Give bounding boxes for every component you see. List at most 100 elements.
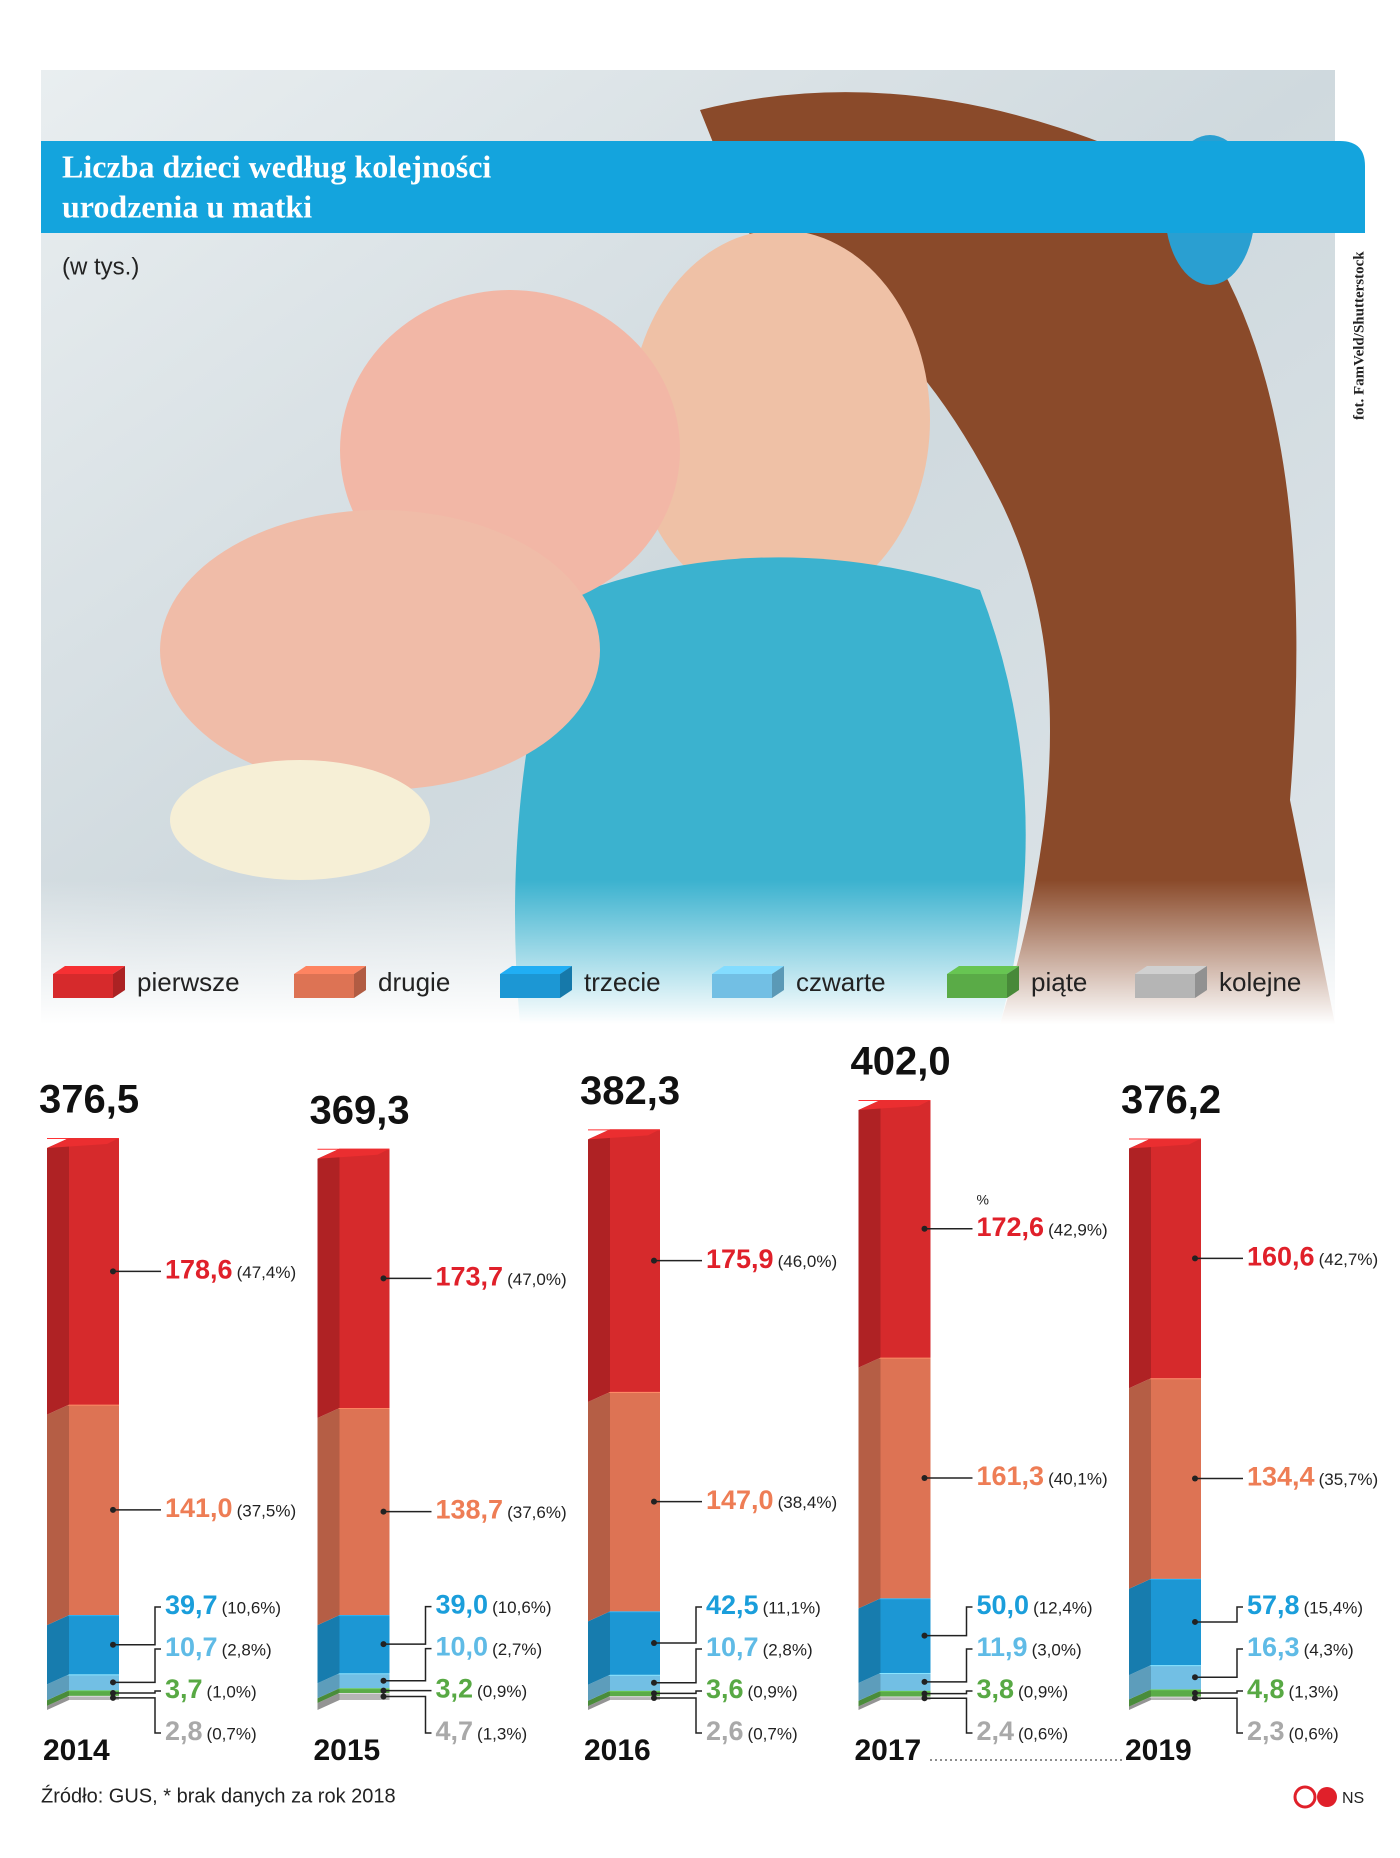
share-label: (0,7%) <box>748 1724 798 1743</box>
bar-side <box>858 1672 881 1701</box>
value-label: 178,6 <box>165 1254 233 1284</box>
total-label: 382,3 <box>580 1069 680 1113</box>
bar-side <box>47 1404 69 1626</box>
leader-line <box>924 1690 973 1695</box>
annotation: % <box>977 1192 989 1208</box>
share-label: (47,4%) <box>237 1263 297 1282</box>
legend-swatch <box>1135 974 1195 998</box>
leader-line <box>1195 1606 1243 1623</box>
leader-dot <box>921 1690 928 1697</box>
chart-title: Liczba dzieci według kolejności <box>62 148 491 184</box>
total-label: 376,2 <box>1121 1078 1221 1122</box>
subtitle: (w tys.) <box>62 253 139 280</box>
share-label: (38,4%) <box>778 1493 838 1512</box>
legend-swatch <box>712 974 772 998</box>
photo-credit: fot. FamVeld/Shutterstock <box>1351 251 1367 420</box>
leader-dot <box>110 1679 116 1686</box>
bar-side <box>1129 1696 1151 1710</box>
legend-swatch-side <box>354 966 366 998</box>
share-label: (42,7%) <box>1319 1250 1379 1269</box>
share-label: (1,0%) <box>207 1682 257 1701</box>
bar-segment <box>69 1690 119 1696</box>
leader-dot <box>921 1632 928 1639</box>
leader-dot <box>380 1508 387 1515</box>
value-label: 2,4 <box>977 1716 1015 1746</box>
leader-dot <box>921 1474 928 1481</box>
legend-label: kolejne <box>1219 967 1301 997</box>
x-tick-label: 2015 <box>314 1734 381 1767</box>
bar-side <box>317 1688 340 1703</box>
legend-swatch-side <box>113 966 125 998</box>
legend-label: czwarte <box>796 967 886 997</box>
leader-line <box>924 1606 973 1637</box>
leader-line <box>113 1606 161 1646</box>
leader-line <box>654 1606 702 1644</box>
share-label: (0,9%) <box>1018 1682 1068 1701</box>
leader-line <box>654 1697 702 1734</box>
leader-line <box>924 1648 973 1683</box>
leader-dot <box>921 1678 928 1685</box>
share-label: (35,7%) <box>1319 1470 1379 1489</box>
legend-swatch-top <box>53 966 125 974</box>
leader-dot <box>921 1695 928 1702</box>
legend-swatch-top <box>294 966 366 974</box>
leader-dot <box>651 1257 657 1264</box>
bar-side <box>1129 1665 1151 1700</box>
share-label: (0,6%) <box>1289 1724 1339 1743</box>
author: NS <box>1342 1790 1364 1807</box>
leader-dot <box>921 1225 928 1232</box>
bar-side <box>47 1615 69 1685</box>
leader-dot <box>110 1690 116 1697</box>
share-label: (10,6%) <box>222 1598 282 1617</box>
share-label: (0,7%) <box>207 1724 257 1743</box>
leader-dot <box>380 1677 387 1684</box>
leader-line <box>654 1690 702 1695</box>
leader-dot <box>380 1641 387 1648</box>
leader-line <box>1195 1648 1243 1678</box>
title-banner <box>41 141 1365 233</box>
total-label: 376,5 <box>39 1078 139 1122</box>
value-label: 3,8 <box>977 1674 1015 1704</box>
bar-top <box>317 1148 390 1159</box>
leader-dot <box>651 1679 657 1686</box>
legend-swatch <box>294 974 354 998</box>
legend-label: pierwsze <box>137 967 240 997</box>
bar-top <box>588 1129 660 1140</box>
chart-title: urodzenia u matki <box>62 188 312 224</box>
bar-top <box>858 1100 931 1110</box>
legend-swatch <box>947 974 1007 998</box>
value-label: 3,7 <box>165 1674 203 1704</box>
value-label: 4,7 <box>436 1716 474 1746</box>
value-label: 4,8 <box>1247 1674 1285 1704</box>
leader-line <box>113 1690 161 1694</box>
bar-segment <box>880 1696 931 1700</box>
leader-dot <box>1192 1475 1198 1482</box>
bar-side <box>588 1696 610 1710</box>
value-label: 2,6 <box>706 1716 744 1746</box>
share-label: (40,1%) <box>1048 1469 1108 1488</box>
bar-side <box>858 1100 881 1368</box>
value-label: 175,9 <box>706 1244 774 1274</box>
bar-side <box>47 1690 69 1706</box>
leader-line <box>383 1695 432 1734</box>
bar-segment <box>69 1674 119 1691</box>
legend-swatch-top <box>500 966 572 974</box>
leader-dot <box>110 1268 116 1275</box>
legend-swatch-top <box>1135 966 1207 974</box>
share-label: (1,3%) <box>477 1724 527 1743</box>
value-label: 57,8 <box>1247 1590 1300 1620</box>
leader-dot <box>110 1694 116 1701</box>
value-label: 161,3 <box>977 1461 1045 1491</box>
share-label: (46,0%) <box>778 1252 838 1271</box>
value-label: 42,5 <box>706 1590 759 1620</box>
bar-side <box>317 1673 340 1699</box>
leader-dot <box>651 1640 657 1647</box>
bar-side <box>858 1357 881 1609</box>
title: Liczba dzieci według kolejności urodzenia… <box>62 148 491 224</box>
share-label: (10,6%) <box>492 1598 552 1617</box>
value-label: 173,7 <box>436 1262 504 1292</box>
value-label: 10,7 <box>706 1632 759 1662</box>
leader-dot <box>380 1693 387 1700</box>
leader-dot <box>1192 1618 1198 1625</box>
